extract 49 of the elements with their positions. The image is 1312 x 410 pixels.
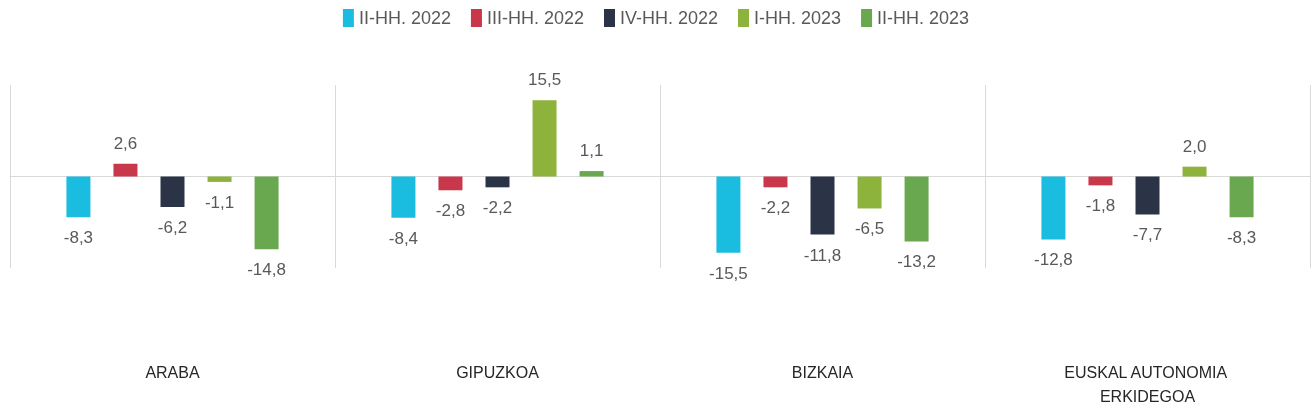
bar <box>1041 176 1066 240</box>
x-tick-label: ARABA <box>145 363 200 381</box>
bar <box>763 176 788 188</box>
x-tick-label: BIZKAIA <box>791 363 854 381</box>
data-label: -1,8 <box>1085 196 1116 216</box>
data-label: -6,2 <box>157 218 188 237</box>
x-tick-label: EUSKAL AUTONOMIA ERKIDEGOA <box>1064 363 1231 405</box>
bar <box>1229 176 1254 218</box>
bar <box>485 176 510 188</box>
data-label: 2,6 <box>113 133 138 153</box>
bar <box>716 176 741 253</box>
bar <box>113 163 138 177</box>
data-label: -1,1 <box>204 192 235 212</box>
data-label: -8,4 <box>388 228 419 248</box>
data-label: -2,2 <box>760 198 791 218</box>
data-label: -11,8 <box>803 245 842 265</box>
bar <box>1182 166 1207 177</box>
x-tick-label: GIPUZKOA <box>456 363 540 381</box>
data-label: 15,5 <box>527 70 562 90</box>
data-label: -2,2 <box>482 198 513 218</box>
bar <box>1135 176 1160 215</box>
data-label: -13,2 <box>897 252 936 272</box>
data-label: -14,8 <box>247 260 286 280</box>
bar <box>207 176 232 182</box>
legend-label: I-HH. 2023 <box>754 8 842 28</box>
bar <box>160 176 185 207</box>
legend-label: II-HH. 2023 <box>877 8 970 28</box>
data-label: -8,3 <box>1226 228 1257 248</box>
data-label: 1,1 <box>579 141 604 161</box>
bar <box>857 176 882 209</box>
data-label: -8,3 <box>63 228 94 248</box>
bar <box>391 176 416 218</box>
bar <box>438 176 463 191</box>
legend-label: II-HH. 2022 <box>358 8 451 28</box>
data-label: -15,5 <box>709 263 748 283</box>
bar <box>66 176 91 218</box>
data-label: -12,8 <box>1034 250 1073 270</box>
bar <box>904 176 929 242</box>
bar <box>532 100 557 177</box>
data-label: -7,7 <box>1132 225 1163 245</box>
legend-label: III-HH. 2022 <box>486 8 584 28</box>
bar <box>579 171 604 177</box>
bar <box>810 176 835 235</box>
data-label: 2,0 <box>1182 136 1207 156</box>
data-label: -2,8 <box>435 201 466 221</box>
bar <box>1088 176 1113 186</box>
bar <box>254 176 279 250</box>
data-label: -6,5 <box>854 219 885 239</box>
legend-label: IV-HH. 2022 <box>619 8 719 28</box>
